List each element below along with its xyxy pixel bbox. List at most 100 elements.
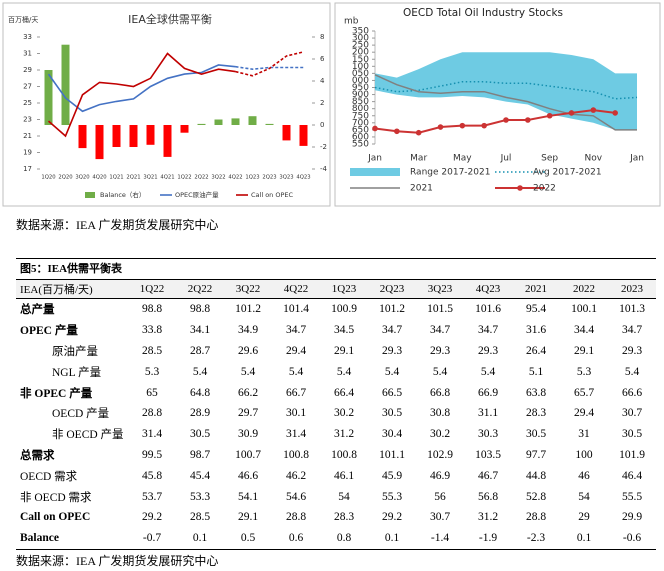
point: [612, 110, 618, 116]
header-cell: 2021: [512, 279, 560, 299]
cell: 31: [578, 428, 590, 441]
cell: 26.4: [525, 344, 547, 357]
x-tick-label: 2Q23: [262, 175, 276, 181]
cell: 45.8: [141, 469, 163, 482]
legend-swatch: [85, 192, 95, 198]
y-tick-label: 33: [23, 33, 32, 41]
y-tick-label: 750: [352, 111, 369, 121]
y-tick-label: 21: [23, 132, 32, 140]
line-series: [374, 74, 637, 131]
row-label: NGL 产量: [52, 366, 102, 379]
x-tick-label: Jan: [629, 154, 644, 164]
cell: 5.4: [288, 365, 304, 378]
bar: [146, 125, 155, 145]
cell: 66.9: [477, 386, 499, 399]
x-tick-label: Sep: [541, 154, 558, 164]
cell: 0.1: [176, 527, 224, 550]
x-tick-label: 4Q20: [92, 175, 107, 181]
cell: 34.7: [621, 324, 643, 337]
point: [590, 107, 597, 113]
balance-table: IEA(百万桶/天) 1Q22 2Q22 3Q22 4Q22 1Q23 2Q23 3Q23 4Q…: [16, 279, 656, 550]
cell: 63.8: [525, 386, 547, 399]
bar: [214, 119, 223, 125]
cell: 65.7: [573, 386, 595, 399]
chart-title: OECD Total Oil Industry Stocks: [403, 7, 563, 19]
point: [481, 122, 487, 129]
cell: 101.9: [619, 448, 645, 461]
cell: 54: [338, 490, 350, 503]
cell: 100.8: [331, 448, 357, 461]
header-cell: IEA(百万桶/天): [16, 279, 128, 299]
bar: [282, 125, 291, 141]
cell: 29.7: [237, 407, 259, 420]
y-tick-label: 300: [352, 34, 369, 44]
legend-label: 2022: [533, 184, 556, 194]
cell: 44.8: [525, 469, 547, 482]
bar: [129, 125, 138, 147]
cell: 101.5: [427, 303, 453, 316]
cell: 29.1: [333, 344, 355, 357]
cell: 30.4: [381, 428, 403, 441]
x-tick-label: 2Q20: [58, 175, 73, 181]
cell: 46.6: [237, 469, 259, 482]
cell: 34.5: [333, 324, 355, 337]
row-label: OPEC 产量: [20, 325, 78, 338]
cell: 29.4: [573, 407, 595, 420]
y-tick-label: 650: [352, 125, 369, 135]
row-label: OECD 产量: [52, 408, 110, 421]
cell: 30.1: [285, 407, 307, 420]
cell: 34.7: [477, 324, 499, 337]
legend-label: Avg 2017-2021: [533, 168, 602, 178]
cell: 100: [575, 448, 593, 461]
header-cell: 1Q22: [128, 279, 176, 299]
y-tick-label: 950: [352, 83, 369, 93]
row-label: OECD 需求: [20, 470, 78, 483]
cell: 101.1: [379, 448, 405, 461]
y-tick-label: 850: [352, 97, 369, 107]
cell: 28.9: [189, 407, 211, 420]
source-note: 数据来源：IEA 广发期货发展研究中心: [16, 554, 219, 568]
cell: 64.8: [189, 386, 211, 399]
y-tick-label: 19: [23, 149, 32, 157]
x-tick-label: 4Q22: [228, 175, 242, 181]
cell: 29.1: [237, 511, 259, 524]
cell: 29.2: [141, 511, 163, 524]
point: [437, 124, 444, 130]
y-axis-label: 百万桶/天: [8, 15, 38, 24]
y-tick-label: 31: [23, 50, 32, 58]
cell: 34.4: [573, 324, 595, 337]
cell: 103.5: [475, 448, 501, 461]
table-row: 非 OECD 需求 53.7 53.3 54.1 54.6 54 55.3 56 56.8 52.…: [16, 486, 656, 507]
cell: 30.7: [429, 511, 451, 524]
cell: 101.2: [235, 303, 261, 316]
cell: 0.1: [560, 527, 608, 550]
cell: 28.3: [525, 407, 547, 420]
cell: 5.3: [576, 365, 592, 378]
cell: 30.5: [189, 428, 211, 441]
bar: [95, 125, 104, 160]
x-tick-label: 4Q23: [296, 175, 310, 181]
line-series: [235, 51, 304, 77]
y2-tick-label: 4: [320, 77, 325, 85]
header-cell: 2022: [560, 279, 608, 299]
cell: 30.5: [381, 407, 403, 420]
x-tick-label: 1Q23: [245, 175, 259, 181]
y2-tick-label: -4: [320, 165, 328, 173]
table-row: NGL 产量 5.3 5.4 5.4 5.4 5.4 5.4 5.4 5.4 5.1 5.3 5.4: [16, 361, 656, 382]
y-tick-label: 800: [352, 104, 369, 114]
cell: 5.4: [384, 365, 400, 378]
y-tick-label: 29: [23, 66, 32, 74]
cell: -0.6: [608, 527, 656, 550]
header-row: IEA(百万桶/天) 1Q22 2Q22 3Q22 4Q22 1Q23 2Q23 3Q23 4Q…: [16, 279, 656, 299]
header-cell: 3Q23: [416, 279, 464, 299]
cell: 29.6: [237, 344, 259, 357]
y-tick-label: 23: [23, 116, 32, 124]
source-note: 数据来源：IEA 广发期货发展研究中心: [16, 218, 219, 232]
cell: -1.4: [416, 527, 464, 550]
cell: 34.7: [285, 324, 307, 337]
cell: 45.4: [189, 469, 211, 482]
cell: 29.2: [381, 511, 403, 524]
y-tick-label: 700: [352, 118, 369, 128]
cell: 46.1: [333, 469, 355, 482]
cell: 100.7: [235, 448, 261, 461]
